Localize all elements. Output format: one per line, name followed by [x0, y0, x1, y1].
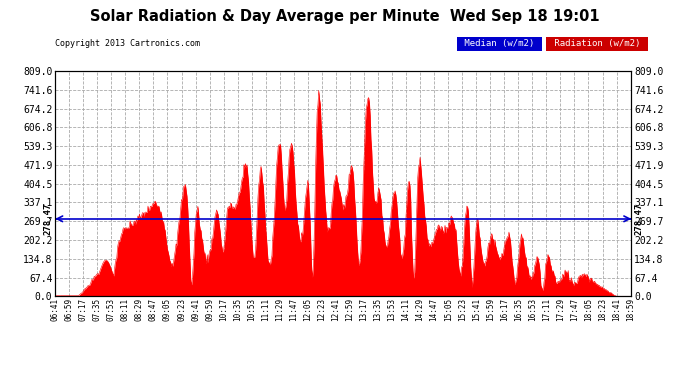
Text: Copyright 2013 Cartronics.com: Copyright 2013 Cartronics.com	[55, 39, 200, 48]
Text: 278.47: 278.47	[43, 202, 52, 235]
Text: Solar Radiation & Day Average per Minute  Wed Sep 18 19:01: Solar Radiation & Day Average per Minute…	[90, 9, 600, 24]
Text: Radiation (w/m2): Radiation (w/m2)	[549, 39, 645, 48]
Text: Median (w/m2): Median (w/m2)	[459, 39, 540, 48]
Text: 278.47: 278.47	[634, 202, 643, 235]
